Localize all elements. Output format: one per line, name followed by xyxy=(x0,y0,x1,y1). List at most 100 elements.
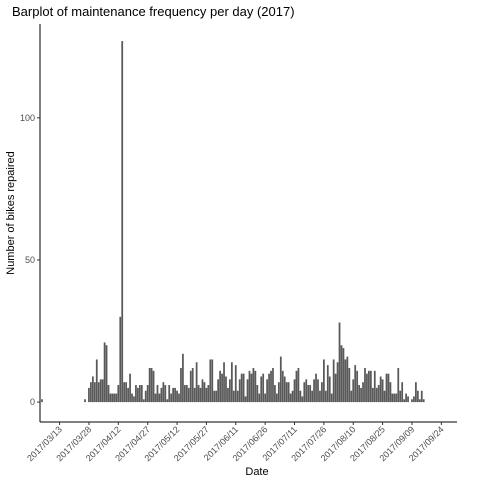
bar xyxy=(289,393,292,403)
bar xyxy=(368,370,370,403)
bar xyxy=(174,387,176,403)
bar xyxy=(140,385,143,403)
bar xyxy=(129,373,131,403)
bar xyxy=(279,356,282,403)
bar xyxy=(293,379,296,403)
bar xyxy=(268,373,270,403)
y-tick-label: 0 xyxy=(30,397,35,407)
bar xyxy=(93,382,96,403)
bar xyxy=(295,370,298,403)
bar xyxy=(133,396,135,403)
bar xyxy=(213,390,216,403)
bar xyxy=(340,345,343,403)
bar xyxy=(371,387,374,403)
bar xyxy=(193,387,196,403)
bar xyxy=(195,362,198,403)
bar xyxy=(246,379,249,403)
bar xyxy=(252,367,255,403)
bar xyxy=(405,393,407,403)
bar xyxy=(407,396,409,403)
bar xyxy=(311,390,314,403)
bar xyxy=(324,390,327,403)
bar xyxy=(260,376,263,403)
bar xyxy=(238,379,241,403)
bar xyxy=(385,373,388,403)
bar xyxy=(283,376,286,403)
bar xyxy=(258,393,261,403)
bar xyxy=(84,399,86,403)
bar xyxy=(281,370,284,403)
bar xyxy=(413,396,415,403)
bar xyxy=(379,376,382,403)
bar xyxy=(185,385,188,403)
bar xyxy=(164,385,167,403)
bar xyxy=(201,379,204,403)
bar xyxy=(240,373,243,403)
bar xyxy=(168,385,171,403)
bar xyxy=(232,390,235,403)
bar xyxy=(176,390,178,403)
x-axis-title: Date xyxy=(245,466,268,478)
bar xyxy=(111,393,114,403)
bar xyxy=(315,373,317,403)
bar xyxy=(182,353,184,403)
bar xyxy=(138,385,141,403)
bar xyxy=(369,370,372,403)
bar xyxy=(95,359,98,403)
bar xyxy=(236,390,239,403)
chart-title: Barplot of maintenance frequency per day… xyxy=(12,4,295,19)
bar xyxy=(328,376,331,403)
bar xyxy=(415,382,417,403)
bar xyxy=(142,399,145,403)
bar xyxy=(203,382,206,403)
bar xyxy=(350,390,353,403)
bar xyxy=(99,379,102,403)
bar xyxy=(97,382,100,403)
bar xyxy=(403,399,406,403)
bar xyxy=(123,382,126,403)
bar xyxy=(319,390,321,403)
bar xyxy=(422,399,425,403)
bar xyxy=(242,373,245,403)
bar xyxy=(189,370,192,403)
bar xyxy=(313,379,315,403)
bar xyxy=(88,387,90,403)
bar xyxy=(144,390,147,403)
x-axis-ticks: 2017/03/132017/03/282017/04/122017/04/27… xyxy=(25,422,446,463)
bar xyxy=(309,385,312,403)
bar xyxy=(305,379,308,403)
bar xyxy=(105,345,108,403)
bar xyxy=(225,376,227,403)
bar xyxy=(348,367,351,403)
bar xyxy=(166,399,169,403)
bar xyxy=(234,365,237,403)
bar xyxy=(230,362,233,403)
bar xyxy=(362,382,364,403)
bar xyxy=(244,396,247,403)
bar xyxy=(205,387,208,403)
y-tick-label: 50 xyxy=(25,255,35,265)
bar xyxy=(170,393,173,403)
bar xyxy=(301,396,304,403)
bar xyxy=(215,390,218,403)
bar xyxy=(125,382,128,403)
bar xyxy=(299,390,302,403)
bar xyxy=(229,379,231,403)
bar xyxy=(135,385,137,403)
bar xyxy=(256,385,259,403)
bar xyxy=(262,373,265,403)
bar xyxy=(207,385,210,403)
bar xyxy=(131,393,133,403)
bar xyxy=(276,393,278,403)
bar xyxy=(148,367,151,403)
bar xyxy=(418,399,421,403)
bar xyxy=(103,342,106,403)
bar xyxy=(401,382,404,403)
bar xyxy=(391,393,394,403)
bar xyxy=(336,362,339,403)
bar xyxy=(91,376,94,403)
bar xyxy=(356,370,359,403)
bar xyxy=(121,41,124,403)
bar xyxy=(416,390,419,403)
bar xyxy=(117,385,120,403)
